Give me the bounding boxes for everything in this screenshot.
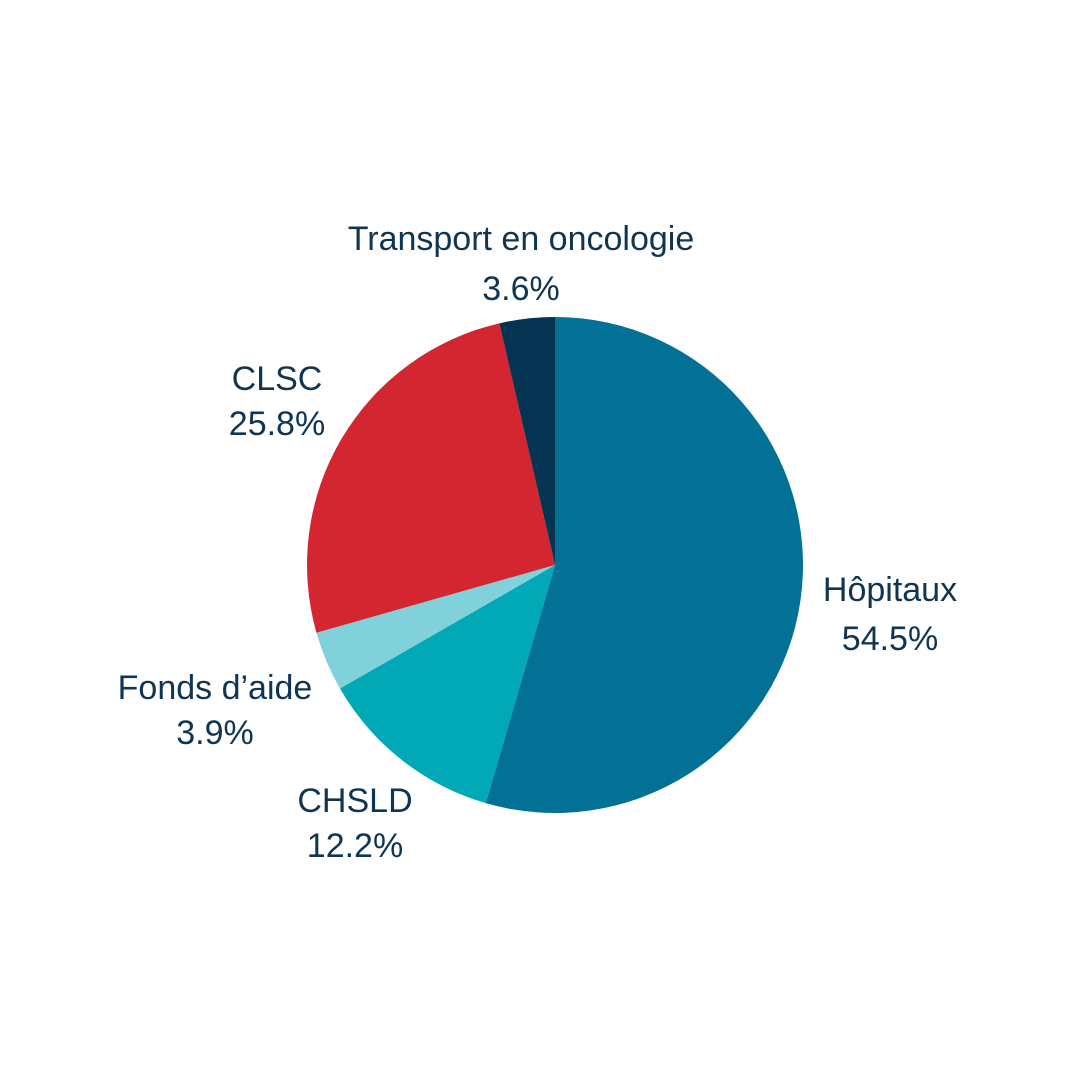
slice-value-hopitaux: 54.5% bbox=[842, 620, 938, 658]
pie-slice-clsc bbox=[307, 323, 555, 633]
pie-slice-hopitaux bbox=[485, 317, 804, 814]
pie-slice-chsld bbox=[339, 565, 555, 804]
slice-label-clsc: CLSC bbox=[232, 360, 323, 398]
slice-label-chsld: CHSLD bbox=[297, 782, 412, 820]
pie-slice-fonds-d-aide bbox=[316, 565, 555, 689]
pie-slice-transport-en-oncologie bbox=[499, 317, 555, 565]
slice-value-clsc: 25.8% bbox=[229, 405, 325, 443]
slice-value-fonds-daide: 3.9% bbox=[176, 714, 254, 752]
slice-label-hopitaux: Hôpitaux bbox=[823, 571, 957, 609]
slice-label-fonds-daide: Fonds d’aide bbox=[118, 669, 313, 707]
slice-label-transport-en-oncologie: Transport en oncologie bbox=[348, 220, 695, 258]
slice-value-transport-en-oncologie: 3.6% bbox=[482, 270, 560, 308]
pie-slices bbox=[307, 317, 804, 814]
slice-value-chsld: 12.2% bbox=[307, 827, 403, 865]
